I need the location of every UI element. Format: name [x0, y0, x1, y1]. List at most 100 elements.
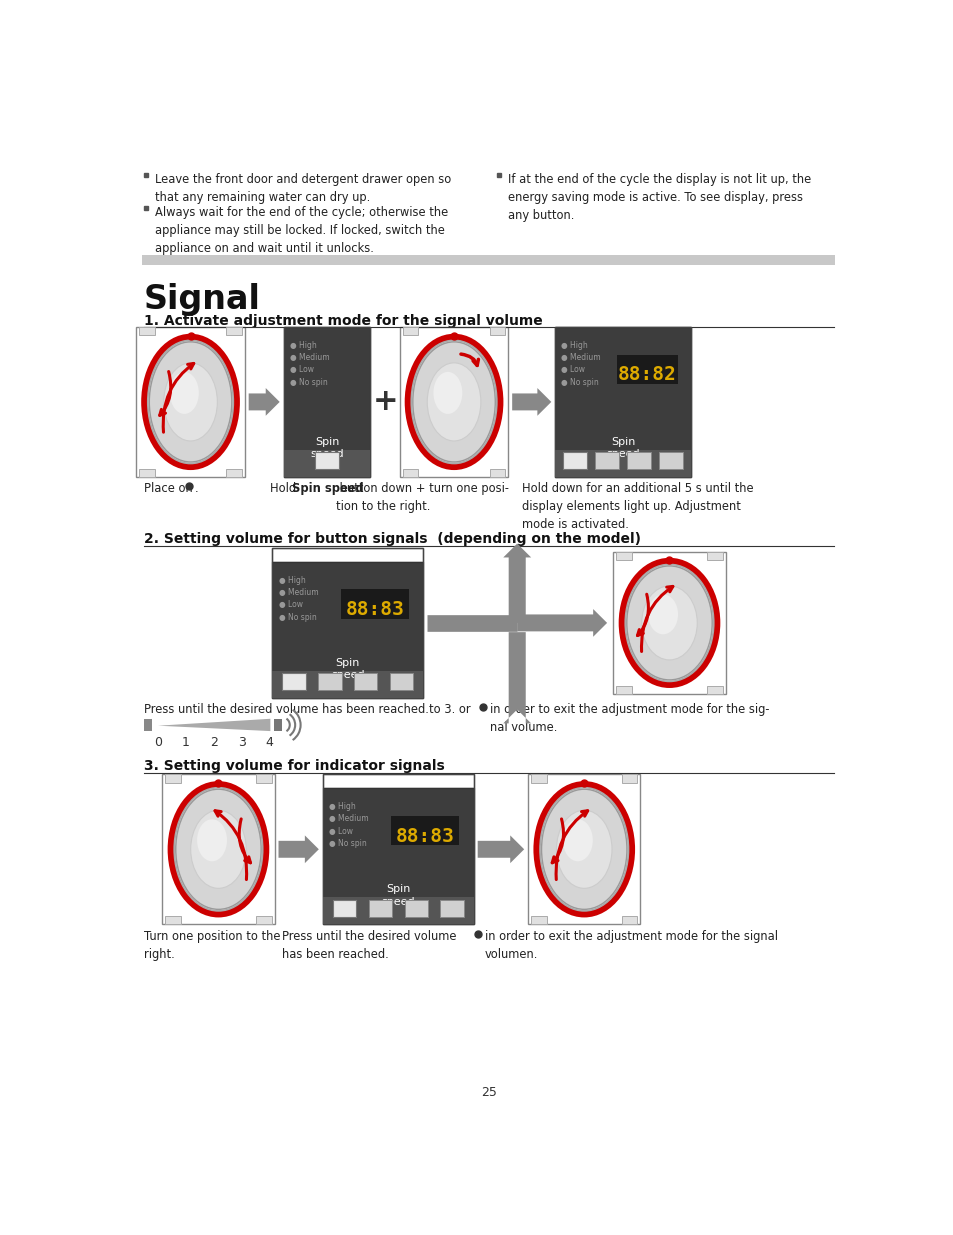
Bar	[440, 900, 463, 916]
Text: 88:83: 88:83	[395, 826, 455, 846]
Bar	[621, 916, 637, 924]
Bar	[283, 327, 370, 477]
Text: 25: 25	[480, 1086, 497, 1099]
Bar	[272, 548, 423, 562]
Ellipse shape	[150, 342, 232, 462]
Text: 3: 3	[237, 736, 245, 748]
Text: Press until the desired volume
has been reached.: Press until the desired volume has been …	[282, 930, 456, 961]
Bar	[402, 327, 418, 336]
Bar	[255, 774, 272, 783]
Text: ● High: ● High	[290, 341, 316, 350]
Text: 1: 1	[182, 736, 190, 748]
Text: Always wait for the end of the cycle; otherwise the
appliance may still be locke: Always wait for the end of the cycle; ot…	[154, 206, 448, 254]
Bar	[139, 327, 154, 336]
Text: 2: 2	[210, 736, 217, 748]
Text: Spin
speed: Spin speed	[331, 658, 364, 680]
Text: to 3. or: to 3. or	[429, 704, 471, 716]
Polygon shape	[278, 835, 318, 863]
Bar	[162, 774, 274, 924]
Text: Place on: Place on	[144, 483, 196, 495]
Text: ● Low: ● Low	[329, 826, 353, 836]
Text: 3. Setting volume for indicator signals: 3. Setting volume for indicator signals	[144, 758, 444, 773]
Polygon shape	[249, 388, 279, 416]
Ellipse shape	[562, 819, 592, 861]
Bar	[399, 327, 508, 477]
Bar	[283, 450, 370, 477]
Bar	[390, 673, 413, 690]
Polygon shape	[477, 835, 523, 863]
Bar	[136, 327, 245, 477]
Bar	[563, 452, 586, 469]
Text: ● High: ● High	[329, 802, 355, 811]
Ellipse shape	[539, 788, 628, 911]
Text: ● Medium: ● Medium	[560, 353, 600, 362]
Polygon shape	[512, 388, 551, 416]
Bar	[555, 327, 690, 477]
Bar	[226, 468, 241, 477]
Bar	[595, 452, 618, 469]
Text: Hold: Hold	[270, 483, 300, 495]
Ellipse shape	[427, 363, 480, 441]
Bar	[621, 774, 637, 783]
Text: Turn one position to the
right.: Turn one position to the right.	[144, 930, 280, 961]
Bar	[616, 685, 631, 694]
Text: ● High: ● High	[560, 341, 587, 350]
Bar	[706, 685, 721, 694]
Bar	[318, 673, 341, 690]
Bar	[333, 900, 355, 916]
Text: Spin
speed: Spin speed	[310, 437, 343, 459]
Bar	[322, 788, 474, 924]
Bar	[555, 450, 690, 477]
Bar	[706, 552, 721, 561]
Bar	[226, 327, 241, 336]
Bar	[322, 774, 474, 788]
Text: ● No spin: ● No spin	[560, 378, 598, 387]
Bar	[404, 900, 427, 916]
Text: Signal: Signal	[144, 283, 261, 316]
Bar	[272, 562, 423, 698]
Polygon shape	[517, 609, 606, 637]
Ellipse shape	[624, 564, 713, 682]
Bar	[354, 673, 377, 690]
Ellipse shape	[197, 819, 227, 861]
Bar	[341, 589, 409, 619]
Bar	[617, 354, 678, 384]
Bar	[139, 468, 154, 477]
Bar	[391, 816, 459, 845]
Text: Spin speed: Spin speed	[292, 483, 363, 495]
Ellipse shape	[411, 341, 497, 463]
Text: Hold down for an additional 5 s until the
display elements light up. Adjustment
: Hold down for an additional 5 s until th…	[521, 483, 753, 531]
Bar	[255, 916, 272, 924]
Text: Press until the desired volume has been reached.: Press until the desired volume has been …	[144, 704, 429, 716]
Text: ● Low: ● Low	[278, 600, 302, 609]
Polygon shape	[503, 632, 531, 724]
Ellipse shape	[556, 810, 612, 888]
Bar	[531, 774, 546, 783]
Text: Spin
speed: Spin speed	[381, 884, 415, 906]
Bar	[616, 552, 631, 561]
Text: 4: 4	[265, 736, 274, 748]
Bar	[613, 552, 725, 694]
Bar	[555, 327, 690, 477]
Polygon shape	[158, 719, 270, 731]
Text: ● No spin: ● No spin	[278, 613, 316, 621]
Text: 1. Activate adjustment mode for the signal volume: 1. Activate adjustment mode for the sign…	[144, 314, 542, 327]
Text: ● Medium: ● Medium	[290, 353, 329, 362]
Bar	[315, 452, 338, 469]
Ellipse shape	[413, 342, 495, 462]
Text: If at the end of the cycle the display is not lit up, the
energy saving mode is : If at the end of the cycle the display i…	[507, 173, 810, 222]
Bar	[165, 774, 181, 783]
Bar	[489, 327, 505, 336]
Ellipse shape	[433, 372, 462, 414]
Bar	[282, 673, 305, 690]
Ellipse shape	[164, 363, 217, 441]
Text: ● No spin: ● No spin	[329, 839, 366, 848]
Ellipse shape	[175, 789, 261, 909]
Polygon shape	[144, 719, 152, 731]
Text: 0: 0	[153, 736, 162, 748]
Ellipse shape	[541, 789, 626, 909]
Ellipse shape	[174, 788, 262, 911]
Text: ● Low: ● Low	[560, 366, 585, 374]
Text: ● Medium: ● Medium	[278, 588, 317, 597]
Text: 88:82: 88:82	[618, 366, 676, 384]
